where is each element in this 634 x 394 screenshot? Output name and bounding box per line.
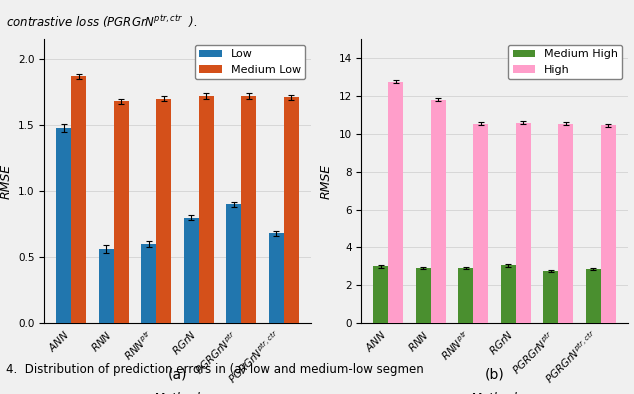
Bar	[184, 217, 198, 323]
Text: (b): (b)	[484, 367, 505, 381]
Bar	[474, 124, 488, 323]
Y-axis label: RMSE: RMSE	[320, 164, 333, 199]
Bar	[283, 97, 299, 323]
Bar	[198, 96, 214, 323]
Bar	[141, 244, 157, 323]
Text: contrastive loss (PGRGrN$^{ptr,ctr}$  ).: contrastive loss (PGRGrN$^{ptr,ctr}$ ).	[6, 14, 198, 30]
Bar	[558, 124, 573, 323]
Bar	[241, 96, 256, 323]
Text: (a): (a)	[168, 367, 187, 381]
Bar	[586, 269, 600, 323]
X-axis label: Method: Method	[471, 392, 518, 394]
Bar	[56, 128, 72, 323]
Bar	[431, 100, 446, 323]
Bar	[114, 101, 129, 323]
Bar	[226, 204, 241, 323]
Bar	[72, 76, 86, 323]
Bar	[389, 82, 403, 323]
Bar	[416, 268, 431, 323]
Bar	[600, 125, 616, 323]
X-axis label: Method: Method	[154, 392, 201, 394]
Legend: Low, Medium Low: Low, Medium Low	[195, 45, 305, 80]
Bar	[515, 123, 531, 323]
Bar	[543, 271, 558, 323]
Bar	[157, 99, 171, 323]
Bar	[373, 266, 389, 323]
Bar	[99, 249, 114, 323]
Bar	[269, 233, 283, 323]
Bar	[458, 268, 474, 323]
Text: 4.  Distribution of prediction errors in (a) low and medium-low segmen: 4. Distribution of prediction errors in …	[6, 363, 424, 376]
Y-axis label: RMSE: RMSE	[0, 164, 13, 199]
Bar	[501, 266, 515, 323]
Legend: Medium High, High: Medium High, High	[508, 45, 622, 80]
